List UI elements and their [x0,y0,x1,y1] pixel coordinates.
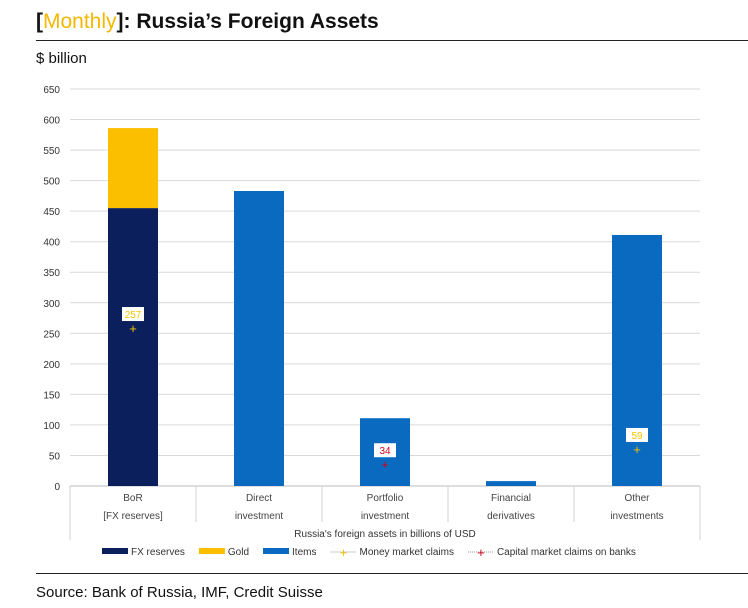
data-label: 257 [125,310,142,321]
y-tick-label: 450 [43,207,60,218]
legend-label: Capital market claims on banks [497,547,636,558]
data-label: 59 [631,431,643,442]
data-label: 34 [379,446,391,457]
chart: 0 50 100 150 200 250 300 350 400 450 500 550 600 650 B… [43,85,701,560]
x-tick-label: Portfolio [367,493,404,504]
x-tick-label: investments [610,511,663,522]
marker-money: + [129,321,137,336]
source-divider [36,573,748,574]
y-tick-label: 400 [43,238,60,249]
title-accent: Monthly [43,10,117,33]
marker-money: + [633,442,641,457]
data-label-box [122,307,144,322]
legend-label: FX reserves [131,547,185,558]
y-tick-label: 550 [43,146,60,157]
y-tick-label: 150 [43,390,60,401]
legend-marker-capital: + [477,545,485,560]
marker-capital: + [381,457,389,472]
x-tick-label: Other [624,493,650,504]
legend-swatch-items [263,548,290,554]
y-tick-label: 250 [43,329,60,340]
data-label-box [374,443,396,458]
unit-label: $ billion [36,50,87,67]
y-tick-label: 650 [43,85,60,96]
bar-items [486,481,536,486]
x-axis-title: Russia's foreign assets in billions of U… [294,529,475,540]
x-tick-label: investment [361,511,410,522]
y-tick-label: 100 [43,421,60,432]
x-tick-label: investment [235,511,284,522]
title-divider [36,40,748,41]
bar-fx [108,208,158,486]
legend-label: Items [292,547,316,558]
x-tick-label: [FX reserves] [103,511,163,522]
chart-title: [Monthly]: Russia’s Foreign Assets [36,10,379,33]
x-tick-label: Financial [491,493,531,504]
bar-gold [108,128,158,209]
legend-marker-money: + [340,545,348,560]
legend-swatch-fx [102,548,128,554]
y-tick-label: 0 [54,482,60,493]
x-tick-label: derivatives [487,511,535,522]
x-tick-label: Direct [246,493,272,504]
title-text: Russia’s Foreign Assets [136,10,379,33]
y-tick-label: 600 [43,116,60,127]
legend-label: Gold [228,547,249,558]
bar-items [612,234,662,486]
y-tick-label: 350 [43,268,60,279]
y-tick-label: 500 [43,177,60,188]
source-text: Source: Bank of Russia, IMF, Credit Suis… [36,584,323,601]
y-tick-label: 300 [43,299,60,310]
y-tick-label: 50 [49,451,61,462]
legend-swatch-gold [198,548,225,554]
bar-items [234,190,284,486]
y-tick-label: 200 [43,360,60,371]
legend-label: Money market claims [359,547,453,558]
data-label-box [626,427,648,442]
x-tick-label: BoR [123,493,142,504]
